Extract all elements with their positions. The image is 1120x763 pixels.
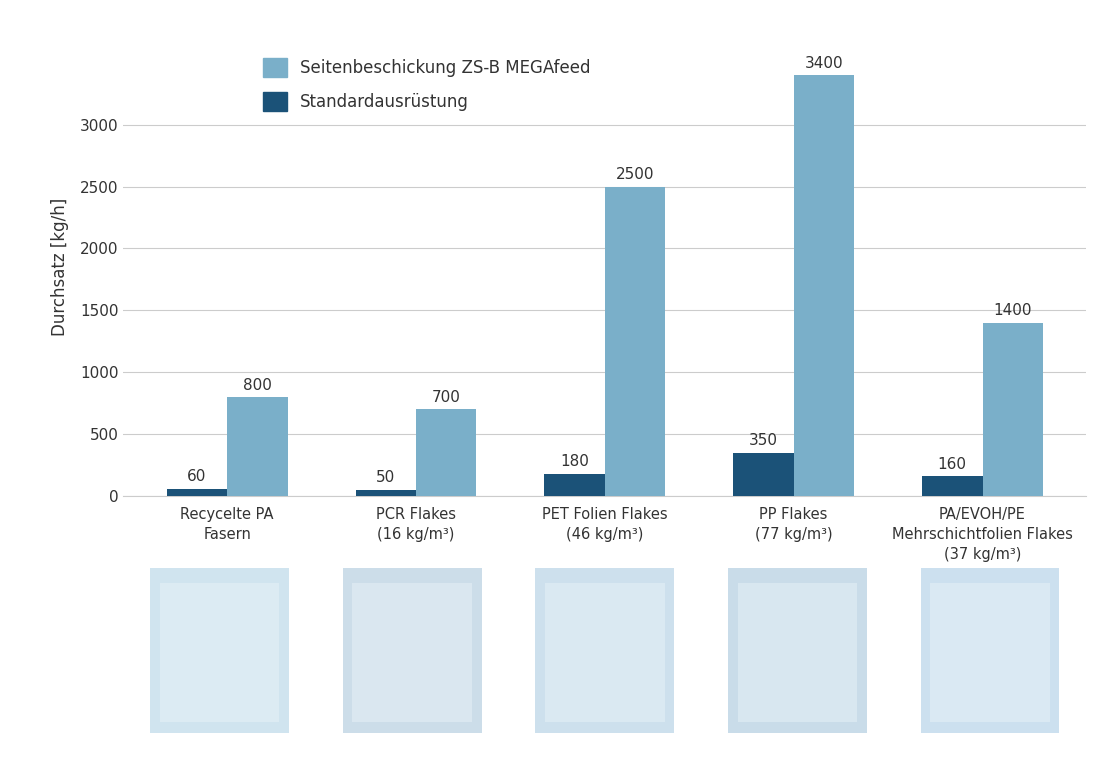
FancyBboxPatch shape bbox=[535, 568, 674, 732]
Bar bbox=[544, 474, 605, 496]
Text: 700: 700 bbox=[431, 390, 460, 405]
FancyBboxPatch shape bbox=[738, 583, 857, 722]
Text: 60: 60 bbox=[187, 469, 206, 485]
Bar bbox=[982, 323, 1043, 496]
Text: 3400: 3400 bbox=[804, 56, 843, 71]
Bar bbox=[355, 490, 416, 496]
Bar bbox=[922, 476, 982, 496]
Legend: Seitenbeschickung ZS-B MEGAfeed, Standardausrüstung: Seitenbeschickung ZS-B MEGAfeed, Standar… bbox=[256, 51, 597, 118]
FancyBboxPatch shape bbox=[728, 568, 867, 732]
Bar bbox=[794, 76, 855, 496]
FancyBboxPatch shape bbox=[545, 583, 664, 722]
Text: 350: 350 bbox=[749, 433, 778, 449]
Text: 2500: 2500 bbox=[616, 167, 654, 182]
Text: 160: 160 bbox=[937, 457, 967, 472]
Bar bbox=[734, 452, 794, 496]
FancyBboxPatch shape bbox=[343, 568, 482, 732]
FancyBboxPatch shape bbox=[931, 583, 1049, 722]
Bar bbox=[416, 409, 476, 496]
FancyBboxPatch shape bbox=[921, 568, 1060, 732]
Text: 800: 800 bbox=[243, 378, 272, 393]
FancyBboxPatch shape bbox=[353, 583, 472, 722]
Text: 50: 50 bbox=[376, 471, 395, 485]
Text: 1400: 1400 bbox=[993, 304, 1032, 318]
Bar bbox=[167, 488, 227, 496]
FancyBboxPatch shape bbox=[150, 568, 289, 732]
Text: 180: 180 bbox=[560, 454, 589, 469]
Y-axis label: Durchsatz [kg/h]: Durchsatz [kg/h] bbox=[50, 198, 68, 336]
Bar bbox=[605, 187, 665, 496]
Bar bbox=[227, 397, 288, 496]
FancyBboxPatch shape bbox=[160, 583, 279, 722]
